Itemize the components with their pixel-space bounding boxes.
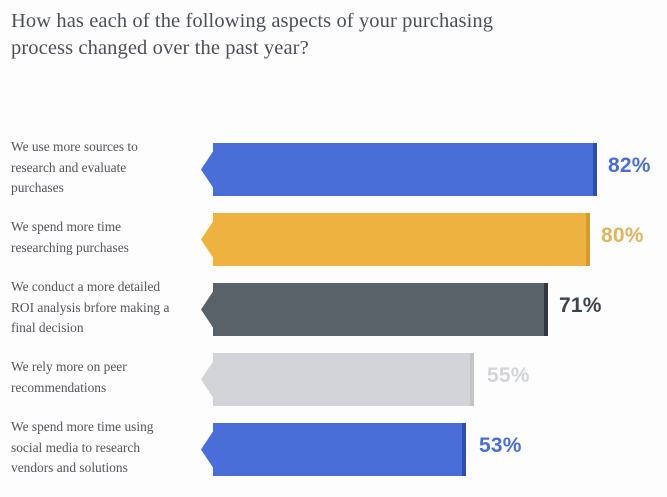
chart-bar-row: We use more sources to research and eval…	[0, 139, 667, 196]
bar-value-label: 71%	[559, 294, 602, 317]
bar-shape-wrapper	[201, 143, 597, 196]
bar-value-label: 82%	[608, 154, 651, 177]
bar-shape-wrapper	[201, 213, 590, 266]
bar-rect	[201, 353, 474, 406]
bar-rect	[201, 423, 466, 476]
bar-edge-accent	[470, 353, 474, 406]
bar-value-label: 55%	[487, 364, 530, 387]
bar-rect	[201, 213, 590, 266]
bar-body	[201, 353, 474, 406]
bar-rect	[201, 143, 597, 196]
bar-value-label: 53%	[479, 434, 522, 457]
bar-category-label: We spend more time researching purchases	[11, 219, 129, 255]
chart-bar-row: We conduct a more detailed ROI analysis …	[0, 279, 667, 336]
bar-category-label: We rely more on peer recommendations	[11, 359, 127, 395]
bar-shape-wrapper	[201, 353, 474, 406]
bar-body	[201, 283, 548, 336]
bar-body	[201, 423, 466, 476]
bar-edge-accent	[586, 213, 590, 266]
bar-shape-wrapper	[201, 283, 548, 336]
bar-body	[201, 213, 590, 266]
chart-plot-area: We use more sources to research and eval…	[0, 131, 667, 497]
bar-shape-wrapper	[201, 423, 466, 476]
bar-edge-accent	[544, 283, 548, 336]
chart-bar-row: We spend more time researching purchases…	[0, 213, 667, 266]
bar-edge-accent	[593, 143, 597, 196]
bar-category-label: We spend more time using social media to…	[11, 419, 154, 475]
bar-value-label: 80%	[601, 224, 644, 247]
chart-title: How has each of the following aspects of…	[11, 10, 494, 59]
bar-rect	[201, 283, 548, 336]
bar-edge-accent	[462, 423, 466, 476]
bar-body	[201, 143, 597, 196]
bar-category-label: We conduct a more detailed ROI analysis …	[11, 279, 170, 335]
bar-category-label: We use more sources to research and eval…	[11, 139, 138, 195]
chart-bar-row: We rely more on peer recommendations 55%	[0, 353, 667, 406]
chart-bar-row: We spend more time using social media to…	[0, 419, 667, 476]
